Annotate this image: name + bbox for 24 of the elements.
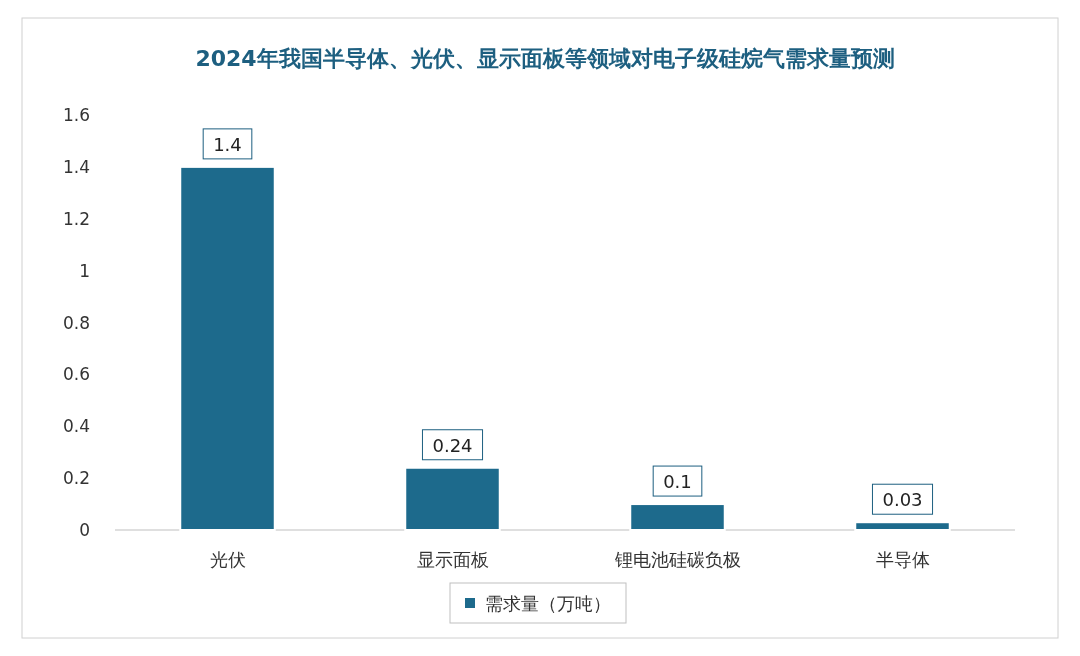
- y-tick-label: 0.8: [62, 312, 90, 333]
- data-label: 1.4: [213, 133, 242, 155]
- data-label: 0.1: [663, 471, 692, 493]
- x-tick-label: 半导体: [875, 549, 930, 570]
- title: 2024年我国半导体、光伏、显示面板等领域对电子级硅烷气需求量预测: [195, 46, 895, 71]
- data-label: 1.4: [202, 128, 253, 160]
- y-tick-label: 1: [79, 260, 90, 281]
- x-tick-label: 光伏: [209, 549, 246, 570]
- legend: 需求量（万吨）: [449, 582, 627, 624]
- legend-label: 需求量（万吨）: [485, 593, 611, 614]
- data-label: 0.24: [432, 434, 473, 456]
- y-tick-label: 0: [79, 520, 90, 540]
- data-label: 0.24: [421, 429, 484, 461]
- y-tick-label: 0.2: [62, 468, 90, 489]
- data-label: 0.1: [652, 465, 703, 497]
- y-tick-label: 0.6: [62, 364, 90, 385]
- y-tick-label: 1.6: [62, 105, 90, 125]
- y-tick-label: 1.4: [62, 156, 90, 177]
- y-tick-label: 0.4: [62, 416, 90, 437]
- x-tick-label: 显示面板: [416, 549, 489, 570]
- y-tick-label: 1.2: [62, 208, 90, 229]
- data-label: 0.03: [871, 483, 934, 515]
- x-tick-label: 锂电池硅碳负极: [613, 549, 741, 570]
- data-label: 0.03: [882, 489, 923, 511]
